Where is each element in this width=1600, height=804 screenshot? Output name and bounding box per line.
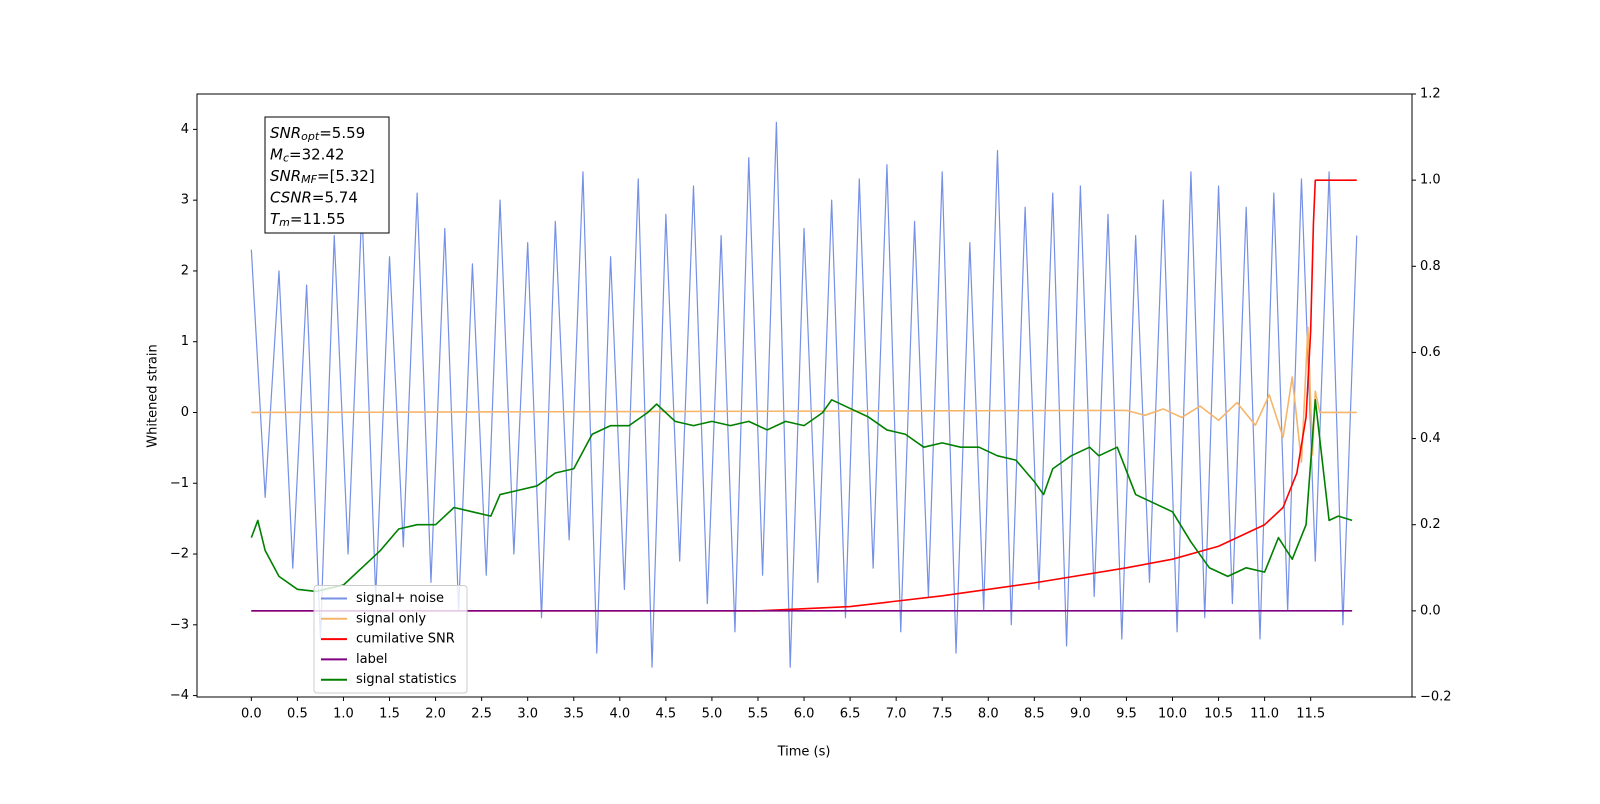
annotation: CSNR=5.74 xyxy=(270,188,358,206)
y-tick-label: −1 xyxy=(170,476,189,491)
x-tick-label: 10.5 xyxy=(1204,707,1233,722)
x-tick-label: 4.0 xyxy=(609,707,630,722)
annotation-subscript: m xyxy=(279,216,290,229)
series-line xyxy=(250,399,1353,593)
y-tick-label: −2 xyxy=(170,547,189,562)
y2-tick-label: 0.8 xyxy=(1420,259,1441,274)
annotation-value: =[5.32] xyxy=(317,167,375,185)
x-tick-label: 1.0 xyxy=(333,707,354,722)
y2-tick-label: 0.4 xyxy=(1420,431,1441,446)
x-tick-label: 7.5 xyxy=(932,707,953,722)
x-tick-label: 4.5 xyxy=(656,707,677,722)
x-tick-label: 8.5 xyxy=(1024,707,1045,722)
annotation: SNRMF=[5.32] xyxy=(270,167,375,187)
x-tick-label: 3.5 xyxy=(563,707,584,722)
annotation-symbol: CSNR xyxy=(270,188,312,206)
annotation-value: =5.59 xyxy=(319,124,365,142)
legend-label: signal only xyxy=(356,611,426,626)
annotation-value: =32.42 xyxy=(289,145,345,163)
annotation-symbol: SNR xyxy=(270,167,301,185)
series-line xyxy=(251,179,1357,612)
y-tick-label: −3 xyxy=(170,617,189,632)
y2-tick-label: 1.0 xyxy=(1420,173,1441,188)
y-tick-label: 2 xyxy=(181,263,189,278)
annotation-symbol: SNR xyxy=(270,124,301,142)
y-tick-label: 4 xyxy=(181,122,189,137)
annotation: Mc=32.42 xyxy=(270,145,345,165)
x-tick-label: 0.0 xyxy=(241,707,262,722)
x-tick-label: 7.0 xyxy=(886,707,907,722)
y-tick-label: 1 xyxy=(181,334,189,349)
x-tick-label: 11.5 xyxy=(1296,707,1325,722)
annotation-value: =5.74 xyxy=(312,188,358,206)
annotation-subscript: opt xyxy=(301,130,320,143)
annotation: SNRopt=5.59 xyxy=(270,124,365,144)
x-tick-label: 5.0 xyxy=(702,707,723,722)
x-tick-label: 2.5 xyxy=(471,707,492,722)
x-tick-label: 2.0 xyxy=(425,707,446,722)
legend-frame xyxy=(313,585,468,694)
annotation-subscript: MF xyxy=(301,173,317,186)
y-tick-label: −4 xyxy=(170,688,189,703)
x-axis-label: Time (s) xyxy=(777,745,831,760)
y2-tick-label: −0.2 xyxy=(1420,690,1452,705)
y-tick-label: 3 xyxy=(181,193,189,208)
legend-label: signal+ noise xyxy=(356,591,444,606)
y2-tick-label: 0.2 xyxy=(1420,517,1441,532)
legend-label: cumilative SNR xyxy=(356,632,455,647)
y2-tick-label: 1.2 xyxy=(1420,87,1441,102)
series-line xyxy=(251,326,1357,463)
legend-label: label xyxy=(356,652,387,667)
x-tick-label: 9.5 xyxy=(1116,707,1137,722)
x-tick-label: 8.0 xyxy=(978,707,999,722)
series-line xyxy=(250,121,1358,668)
legend: signal+ noise signal only cumilative SNR la… xyxy=(313,585,468,694)
plot-frame xyxy=(196,93,1413,698)
annotation-box: SNRopt=5.59Mc=32.42SNRMF=[5.32]CSNR=5.74… xyxy=(264,116,390,234)
annotation-frame xyxy=(264,116,390,234)
x-tick-label: 5.5 xyxy=(748,707,769,722)
annotation: Tm=11.55 xyxy=(270,210,345,230)
x-tick-label: 0.5 xyxy=(287,707,308,722)
x-tick-label: 11.0 xyxy=(1250,707,1279,722)
x-tick-label: 6.0 xyxy=(794,707,815,722)
y2-tick-label: 0.6 xyxy=(1420,345,1441,360)
x-tick-label: 6.5 xyxy=(840,707,861,722)
legend-label: signal statistics xyxy=(356,672,457,687)
x-tick-label: 9.0 xyxy=(1070,707,1091,722)
y2-tick-label: 0.0 xyxy=(1420,603,1441,618)
annotation-value: =11.55 xyxy=(290,210,346,228)
annotation-symbol: M xyxy=(270,145,283,163)
x-tick-label: 10.0 xyxy=(1158,707,1187,722)
x-tick-label: 1.5 xyxy=(379,707,400,722)
x-tick-label: 3.0 xyxy=(517,707,538,722)
y-tick-label: 0 xyxy=(181,405,189,420)
annotation-symbol: T xyxy=(270,210,281,228)
annotation-subscript: c xyxy=(283,152,289,165)
y-axis-label: Whitened strain xyxy=(146,344,161,447)
